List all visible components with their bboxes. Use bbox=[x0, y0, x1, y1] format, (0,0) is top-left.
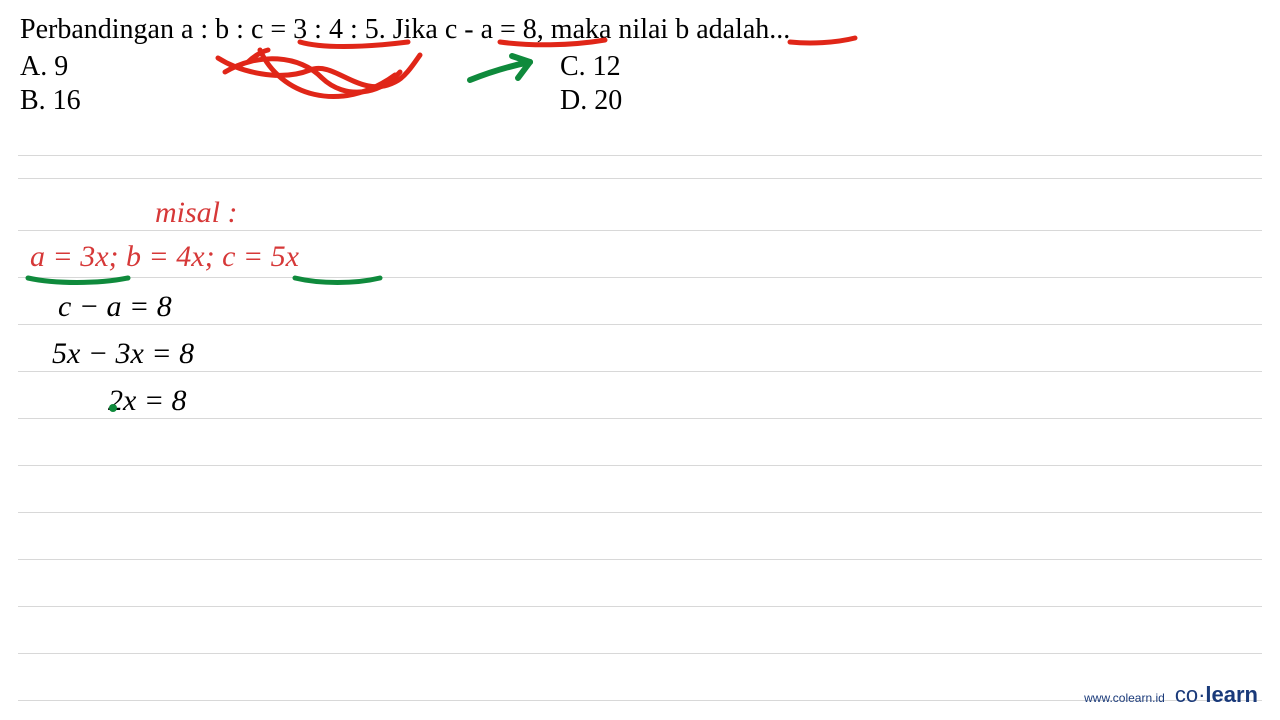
footer-url: www.colearn.id bbox=[1084, 691, 1165, 705]
ruled-line bbox=[18, 277, 1262, 278]
footer: www.colearn.id co·learn bbox=[1084, 682, 1258, 708]
option-d: D. 20 bbox=[560, 85, 622, 117]
logo-post: learn bbox=[1205, 682, 1258, 707]
option-b: B. 16 bbox=[20, 85, 560, 117]
assignments: a = 3x; b = 4x; c = 5x bbox=[30, 240, 299, 274]
ruled-line bbox=[18, 653, 1262, 654]
options-row-1: A. 9 C. 12 bbox=[20, 51, 1260, 83]
misal-label: misal : bbox=[155, 196, 238, 230]
ruled-line bbox=[18, 418, 1262, 419]
ruled-line bbox=[18, 324, 1262, 325]
footer-logo: co·learn bbox=[1175, 682, 1258, 708]
ruled-line bbox=[18, 178, 1262, 179]
options-row-2: B. 16 D. 20 bbox=[20, 85, 1260, 117]
question-block: Perbandingan a : b : c = 3 : 4 : 5. Jika… bbox=[0, 0, 1280, 117]
ruled-line bbox=[18, 230, 1262, 231]
logo-pre: co bbox=[1175, 682, 1198, 707]
ruled-line bbox=[18, 700, 1262, 701]
ruled-line bbox=[18, 559, 1262, 560]
ruled-line bbox=[18, 512, 1262, 513]
ruled-line bbox=[18, 465, 1262, 466]
question-text: Perbandingan a : b : c = 3 : 4 : 5. Jika… bbox=[20, 10, 1260, 49]
step1: c − a = 8 bbox=[58, 290, 172, 324]
ruled-line bbox=[18, 606, 1262, 607]
ruled-line bbox=[18, 155, 1262, 156]
ruled-line bbox=[18, 371, 1262, 372]
option-a: A. 9 bbox=[20, 51, 560, 83]
step2: 5x − 3x = 8 bbox=[52, 337, 194, 371]
lined-paper bbox=[0, 150, 1280, 720]
option-c: C. 12 bbox=[560, 51, 621, 83]
step3: 2x = 8 bbox=[108, 384, 187, 418]
